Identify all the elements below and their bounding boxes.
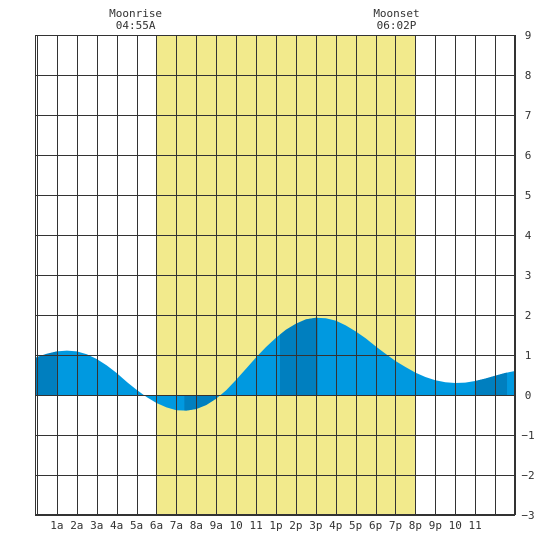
- x-tick-label: 11: [249, 519, 262, 532]
- y-tick-label: 6: [525, 149, 532, 162]
- x-tick-label: 2p: [289, 519, 302, 532]
- x-tick-label: 6a: [150, 519, 163, 532]
- y-tick-label: −1: [521, 429, 534, 442]
- y-axis-ticks: 9 8 7 6 5 4 3 2 1 0 −1 −2 −3: [521, 29, 534, 522]
- x-tick-label: 9a: [210, 519, 223, 532]
- y-tick-label: 5: [525, 189, 532, 202]
- x-tick-label: 7p: [389, 519, 402, 532]
- x-tick-label: 7a: [170, 519, 183, 532]
- chart-grid: [35, 35, 516, 516]
- x-tick-label: 2a: [70, 519, 83, 532]
- x-axis-ticks: 1a 2a 3a 4a 5a 6a 7a 8a 9a 10 11 1p 2p 3p 4p 5p 6p 7p 8p 9p…: [50, 519, 482, 532]
- x-tick-label: 11: [469, 519, 482, 532]
- plot-border: [35, 35, 515, 515]
- x-tick-label: 8a: [190, 519, 203, 532]
- moonrise-time: 04:55A: [116, 19, 156, 32]
- y-tick-label: 8: [525, 69, 532, 82]
- y-tick-label: 4: [525, 229, 532, 242]
- x-tick-label: 8p: [409, 519, 422, 532]
- y-tick-label: 0: [525, 389, 532, 402]
- x-tick-label: 5a: [130, 519, 143, 532]
- x-tick-label: 3p: [309, 519, 322, 532]
- x-tick-label: 4p: [329, 519, 342, 532]
- x-tick-label: 3a: [90, 519, 103, 532]
- y-tick-label: −3: [521, 509, 534, 522]
- moon-annotations: Moonrise 04:55A Moonset 06:02P: [109, 7, 420, 32]
- moonset-time: 06:02P: [377, 19, 417, 32]
- y-tick-label: −2: [521, 469, 534, 482]
- x-tick-label: 10: [230, 519, 243, 532]
- y-tick-label: 9: [525, 29, 532, 42]
- y-tick-label: 1: [525, 349, 532, 362]
- x-tick-label: 5p: [349, 519, 362, 532]
- y-tick-label: 3: [525, 269, 532, 282]
- x-tick-label: 9p: [429, 519, 442, 532]
- y-tick-label: 2: [525, 309, 532, 322]
- x-tick-label: 6p: [369, 519, 382, 532]
- moonset-label: Moonset: [373, 7, 419, 20]
- x-tick-label: 1a: [50, 519, 63, 532]
- x-tick-label: 10: [449, 519, 462, 532]
- y-tick-label: 7: [525, 109, 532, 122]
- moonrise-label: Moonrise: [109, 7, 162, 20]
- x-tick-label: 1p: [269, 519, 282, 532]
- x-tick-label: 4a: [110, 519, 123, 532]
